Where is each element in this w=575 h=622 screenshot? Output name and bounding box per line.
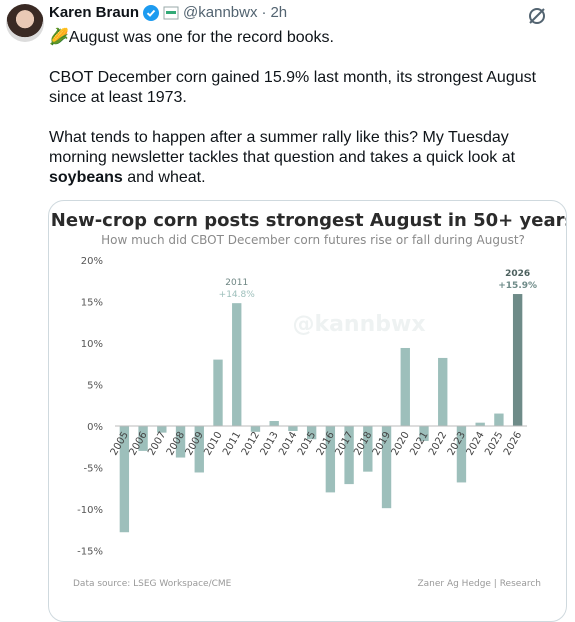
verified-badge bbox=[143, 4, 160, 21]
y-tick-label: 15% bbox=[81, 298, 103, 309]
text-run: 🌽August was one for the record books. bbox=[49, 29, 334, 46]
bar bbox=[138, 426, 148, 451]
text-run: What tends to happen after a summer rall… bbox=[49, 129, 516, 166]
watermark: @kannbwx bbox=[292, 312, 425, 337]
y-tick-label: -15% bbox=[77, 547, 103, 558]
paragraph: What tends to happen after a summer rall… bbox=[49, 128, 564, 188]
text-run: and wheat. bbox=[122, 169, 206, 186]
separator: · bbox=[261, 4, 267, 21]
bar bbox=[456, 426, 467, 483]
handle[interactable]: @kannbwx bbox=[183, 4, 258, 21]
x-tick-label: 2022 bbox=[427, 430, 449, 458]
page: Karen Braun @kannbwx · 2h 🌽August was on… bbox=[6, 4, 567, 622]
chart-title: New-crop corn posts strongest August in … bbox=[51, 210, 566, 231]
bar bbox=[438, 357, 448, 426]
bar bbox=[269, 421, 279, 426]
source: Data source: LSEG Workspace/CME bbox=[73, 579, 232, 589]
x-tick-label: 2011 bbox=[221, 430, 243, 458]
y-tick-label: 5% bbox=[87, 381, 103, 392]
x-tick-label: 2020 bbox=[390, 430, 412, 458]
grok-icon[interactable] bbox=[527, 6, 547, 26]
chart: New-crop corn posts strongest August in … bbox=[51, 210, 566, 589]
bar bbox=[475, 422, 485, 426]
bar bbox=[157, 426, 167, 433]
text-run: CBOT December corn gained 15.9% last mon… bbox=[49, 69, 537, 106]
x-tick-label: 2015 bbox=[296, 430, 318, 458]
avatar[interactable] bbox=[6, 4, 44, 42]
y-tick-label: -5% bbox=[84, 464, 103, 475]
x-tick-label: 2025 bbox=[483, 430, 505, 458]
x-tick-label: 2014 bbox=[277, 430, 299, 458]
x-tick-label: 2012 bbox=[240, 430, 262, 458]
tweet-header: Karen Braun @kannbwx · 2h bbox=[49, 4, 287, 21]
timestamp[interactable]: 2h bbox=[270, 4, 288, 21]
x-tick-label: 2024 bbox=[465, 430, 487, 458]
bar bbox=[306, 426, 317, 440]
bar bbox=[194, 426, 204, 473]
x-tick-label: 2021 bbox=[408, 430, 430, 458]
paragraph: 🌽August was one for the record books. bbox=[49, 28, 564, 48]
chart-subtitle: How much did CBOT December corn futures … bbox=[101, 233, 525, 247]
annotation-year: 2026 bbox=[505, 269, 530, 279]
bar bbox=[250, 426, 261, 432]
paragraph: CBOT December corn gained 15.9% last mon… bbox=[49, 68, 564, 108]
text-run: soybeans bbox=[49, 169, 123, 186]
bar bbox=[494, 413, 504, 426]
y-tick-label: 0% bbox=[87, 422, 103, 433]
bar bbox=[288, 426, 298, 431]
bar bbox=[363, 426, 373, 472]
y-tick-label: 10% bbox=[81, 339, 103, 350]
annotation-year: 2011 bbox=[225, 278, 248, 288]
bar bbox=[419, 426, 429, 441]
media-card[interactable]: New-crop corn posts strongest August in … bbox=[48, 200, 567, 622]
credit: Zaner Ag Hedge | Research bbox=[417, 579, 541, 589]
bar bbox=[175, 426, 186, 458]
y-tick-label: -10% bbox=[77, 505, 103, 516]
value-label: +15.9% bbox=[498, 281, 537, 291]
bar bbox=[381, 426, 392, 509]
affiliate-badge bbox=[163, 6, 179, 19]
bar bbox=[213, 359, 223, 426]
bar bbox=[400, 347, 410, 426]
y-tick-label: 20% bbox=[81, 256, 103, 267]
x-tick-label: 2026 bbox=[502, 430, 524, 458]
bar bbox=[512, 294, 523, 426]
x-tick-label: 2013 bbox=[259, 430, 281, 458]
bar bbox=[232, 303, 242, 426]
value-label: +14.8% bbox=[219, 290, 256, 300]
tweet-text: 🌽August was one for the record books. CBO… bbox=[49, 28, 564, 208]
bar bbox=[344, 426, 354, 485]
bar bbox=[119, 426, 130, 533]
bar bbox=[325, 426, 336, 493]
author-name[interactable]: Karen Braun bbox=[49, 4, 140, 21]
x-tick-label: 2007 bbox=[146, 430, 168, 458]
x-tick-label: 2010 bbox=[202, 430, 224, 458]
